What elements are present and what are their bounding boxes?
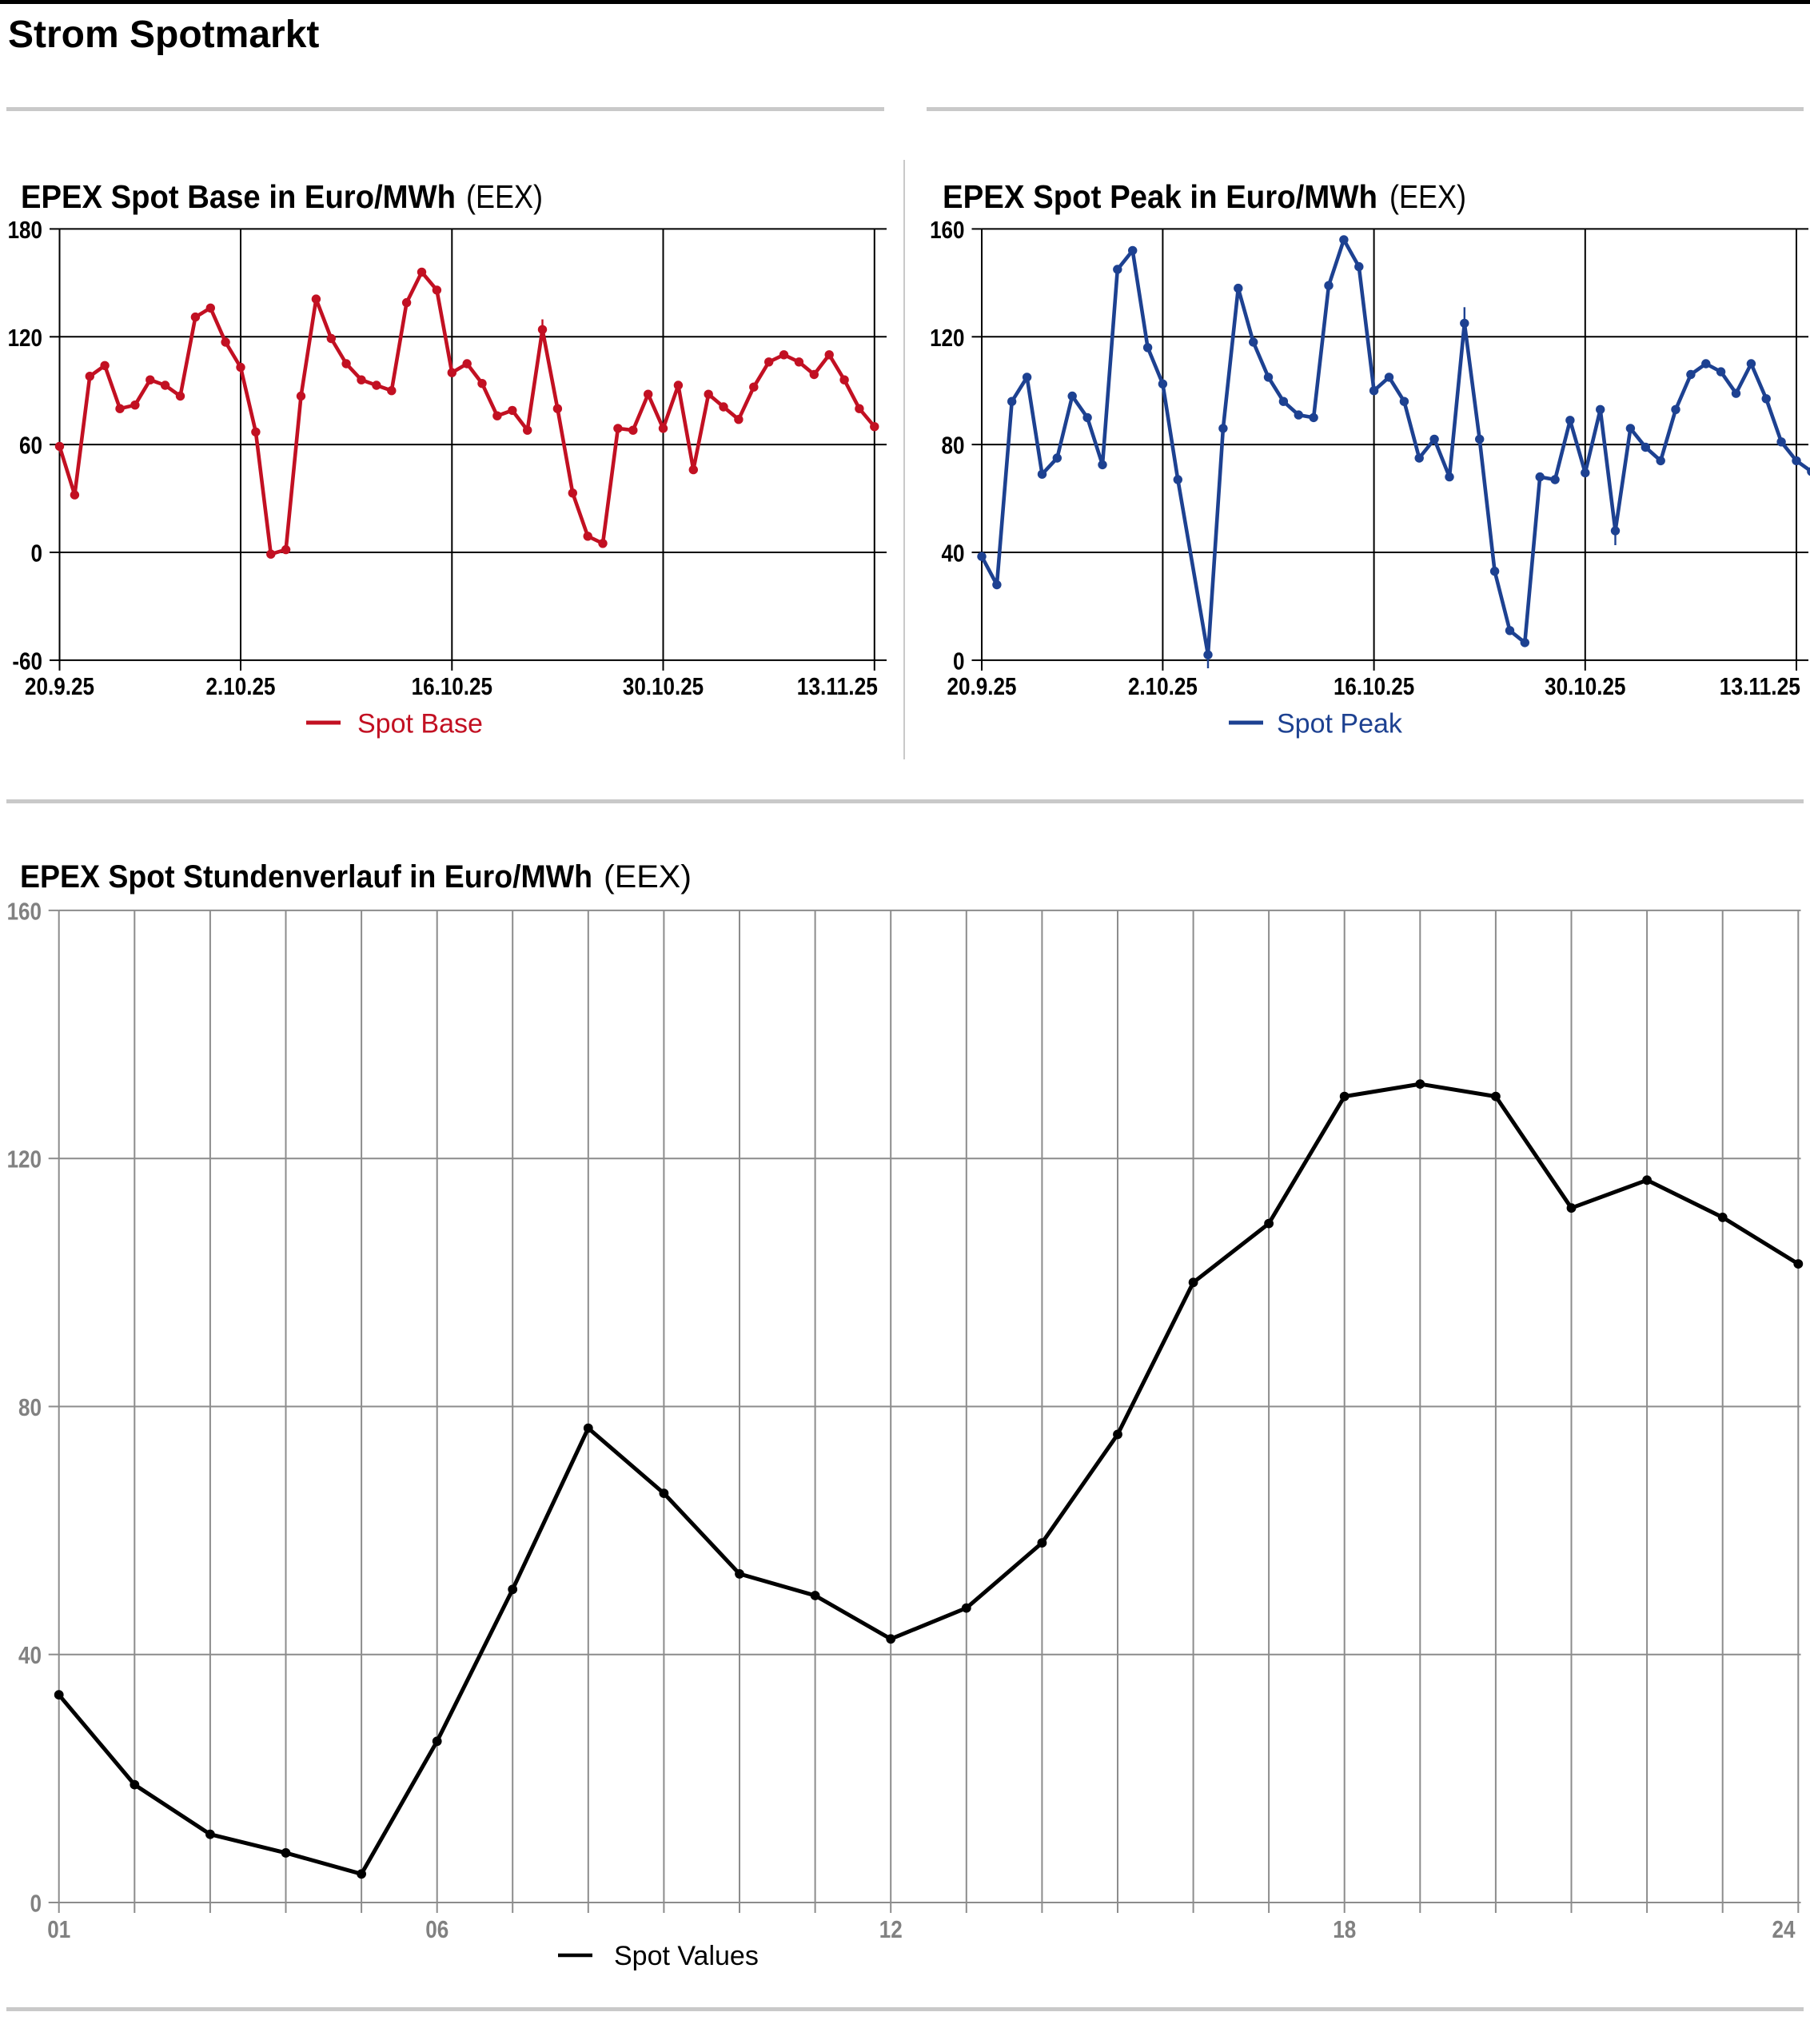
svg-text:(EEX): (EEX) (1389, 178, 1466, 215)
svg-text:(EEX): (EEX) (466, 178, 543, 215)
svg-text:120: 120 (930, 324, 964, 352)
svg-text:60: 60 (19, 432, 42, 460)
svg-text:12: 12 (879, 1915, 903, 1943)
svg-text:-60: -60 (12, 647, 42, 675)
svg-text:0: 0 (31, 540, 43, 568)
svg-text:13.11.25: 13.11.25 (1720, 672, 1800, 700)
svg-text:120: 120 (8, 324, 42, 352)
svg-text:06: 06 (425, 1915, 449, 1943)
svg-text:80: 80 (942, 432, 965, 460)
svg-text:20.9.25: 20.9.25 (947, 672, 1017, 700)
svg-text:160: 160 (7, 897, 42, 925)
svg-text:30.10.25: 30.10.25 (1545, 672, 1625, 700)
svg-text:40: 40 (942, 540, 965, 568)
svg-text:180: 180 (8, 216, 42, 244)
svg-text:30.10.25: 30.10.25 (623, 672, 704, 700)
svg-text:01: 01 (47, 1915, 70, 1943)
svg-text:18: 18 (1333, 1915, 1356, 1943)
svg-text:EPEX Spot Base in Euro/MWh: EPEX Spot Base in Euro/MWh (21, 178, 456, 215)
svg-text:2.10.25: 2.10.25 (1128, 672, 1198, 700)
svg-text:2.10.25: 2.10.25 (206, 672, 276, 700)
svg-text:120: 120 (7, 1146, 42, 1173)
svg-text:40: 40 (18, 1641, 42, 1669)
svg-text:16.10.25: 16.10.25 (412, 672, 492, 700)
svg-text:160: 160 (930, 216, 964, 244)
svg-text:Spot Base: Spot Base (357, 709, 483, 739)
svg-text:EPEX Spot Peak in Euro/MWh: EPEX Spot Peak in Euro/MWh (943, 178, 1377, 215)
svg-text:Spot Peak: Spot Peak (1277, 709, 1403, 739)
svg-text:24: 24 (1772, 1915, 1796, 1943)
svg-text:EPEX Spot Stundenverlauf in Eu: EPEX Spot Stundenverlauf in Euro/MWh (20, 859, 592, 894)
svg-text:80: 80 (18, 1393, 42, 1421)
svg-text:Spot Values: Spot Values (614, 1941, 759, 1971)
svg-text:0: 0 (30, 1890, 42, 1918)
svg-text:(EEX): (EEX) (604, 859, 692, 894)
svg-text:Strom Spotmarkt: Strom Spotmarkt (8, 14, 319, 56)
svg-text:0: 0 (953, 647, 965, 675)
svg-text:13.11.25: 13.11.25 (797, 672, 878, 700)
svg-text:16.10.25: 16.10.25 (1334, 672, 1414, 700)
svg-text:20.9.25: 20.9.25 (25, 672, 94, 700)
